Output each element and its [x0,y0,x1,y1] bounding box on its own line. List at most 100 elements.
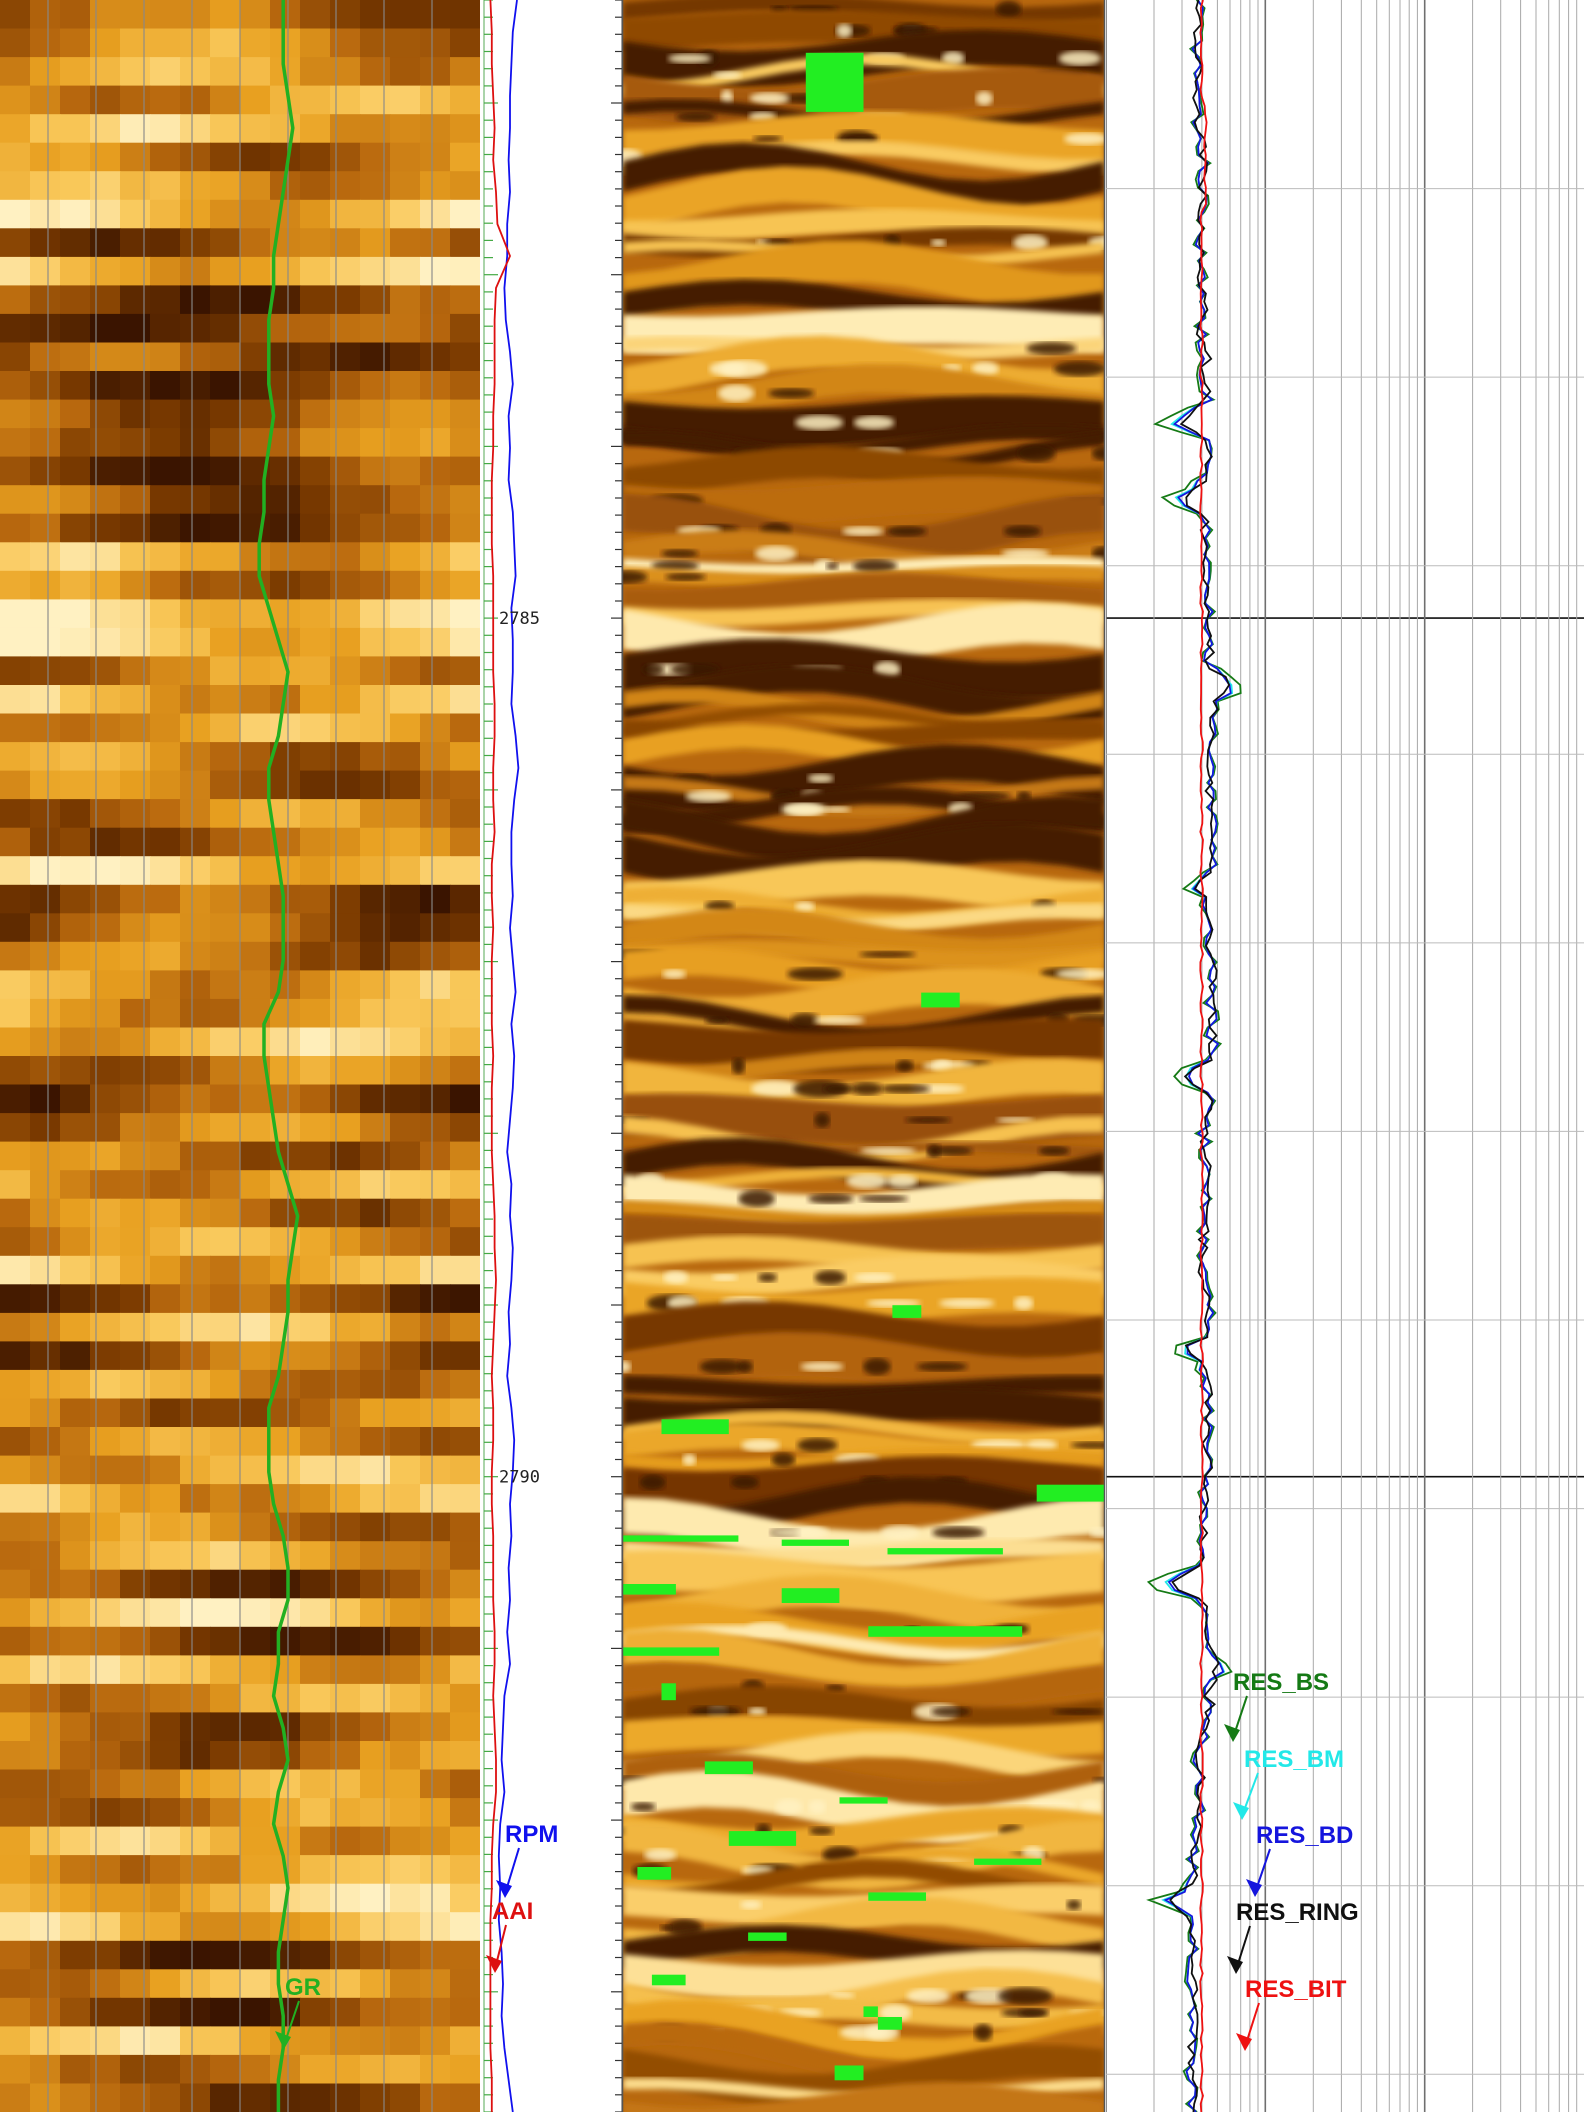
image-cell [420,1170,451,1200]
image-cell [300,1484,331,1514]
image-cell [120,1940,151,1970]
image-cell [420,970,451,1000]
image-cell [30,1141,61,1171]
image-cell [90,713,121,743]
image-cell [360,1427,391,1457]
image-cell [60,1683,91,1713]
image-cell [0,1855,31,1885]
image-cell [450,1997,480,2027]
image-cell [90,570,121,600]
image-cell [0,513,31,543]
image-cell [60,1056,91,1086]
image-cell [420,1312,451,1342]
image-cell [300,1769,331,1799]
image-spot [623,570,648,584]
image-cell [180,2083,211,2112]
image-cell [450,1284,480,1314]
image-cell [390,770,421,800]
image-cell [420,1741,451,1771]
image-cell [180,570,211,600]
image-cell [60,428,91,458]
image-cell [420,1712,451,1742]
image-cell [60,142,91,172]
image-cell [0,913,31,943]
image-cell [210,1512,241,1542]
image-cell [150,2026,181,2056]
bedding-layer [623,1624,1104,1662]
image-cell [360,399,391,429]
image-spot [662,969,686,979]
image-cell [420,1598,451,1628]
image-cell [30,1284,61,1314]
image-cell [60,1997,91,2027]
image-cell [240,1341,271,1371]
image-cell [240,1997,271,2027]
image-cell [180,199,211,229]
image-cell [150,1341,181,1371]
image-cell [240,1484,271,1514]
image-cell [420,685,451,715]
image-cell [300,1626,331,1656]
image-cell [450,1826,480,1856]
image-spot [896,1059,914,1073]
image-cell [30,285,61,315]
image-cell [240,2054,271,2084]
image-cell [180,1113,211,1143]
image-cell [420,1427,451,1457]
image-cell [180,142,211,172]
image-cell [240,713,271,743]
image-cell [300,313,331,343]
image-cell [0,1427,31,1457]
curve-label-arrow [1227,1956,1243,1974]
image-cell [210,713,241,743]
image-cell [300,1712,331,1742]
image-cell [60,770,91,800]
image-cell [240,1769,271,1799]
image-cell [210,1826,241,1856]
image-cell [300,1855,331,1885]
image-cell [0,313,31,343]
image-cell [330,542,361,572]
image-cell [330,1255,361,1285]
image-cell [180,884,211,914]
image-gap [781,1539,849,1546]
image-cell [390,1027,421,1057]
image-cell [90,1056,121,1086]
image-cell [30,256,61,286]
image-gap [892,1305,922,1318]
image-cell [360,0,391,30]
image-spot [689,1706,742,1718]
image-cell [60,1255,91,1285]
image-cell [90,1798,121,1828]
image-cell [300,456,331,486]
curve-label-res-bs: RES_BS [1233,1669,1329,1696]
image-cell [450,114,480,144]
image-cell [180,1341,211,1371]
image-cell [30,1512,61,1542]
image-cell [30,1427,61,1457]
image-cell [0,2054,31,2084]
image-cell [60,1455,91,1485]
image-cell [180,1170,211,1200]
image-cell [150,1284,181,1314]
image-cell [360,171,391,201]
image-cell [300,256,331,286]
image-gap [623,1647,720,1656]
image-cell [30,28,61,58]
image-cell [90,799,121,829]
image-cell [330,1398,361,1428]
image-cell [60,2054,91,2084]
image-spot [685,790,732,803]
image-cell [60,1369,91,1399]
image-cell [210,1056,241,1086]
image-cell [450,428,480,458]
image-cell [210,2026,241,2056]
image-cell [60,1512,91,1542]
image-spot [1089,1527,1104,1538]
image-cell [390,1255,421,1285]
image-cell [300,1027,331,1057]
curve-label-res-bd: RES_BD [1256,1822,1353,1849]
image-cell [0,599,31,629]
image-cell [90,1655,121,1685]
image-gap [623,1584,676,1595]
